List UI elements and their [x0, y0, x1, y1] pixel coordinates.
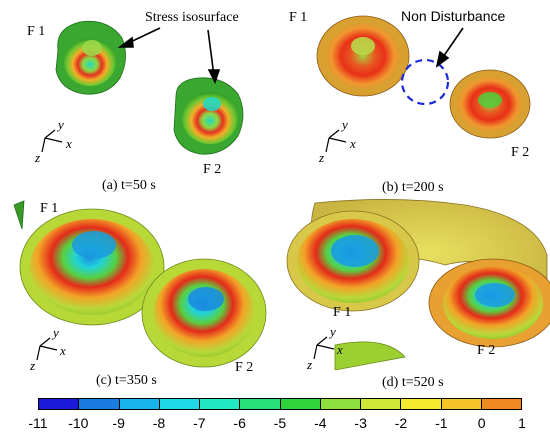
stress-isosurface-label: Stress isosurface	[145, 10, 239, 25]
panel-b-image	[316, 15, 531, 153]
f1-vortex-c	[19, 208, 165, 326]
non-disturbance-label: Non Disturbance	[401, 8, 506, 24]
f2-vortex-a	[173, 77, 244, 155]
f2-vortex-c	[141, 258, 267, 368]
arrow-annotation-a	[117, 27, 221, 85]
colorbar-segment	[361, 399, 402, 409]
f2-vortex-d	[428, 258, 550, 348]
axis-z-label-a: z	[35, 150, 41, 165]
panel-d-image	[286, 199, 550, 370]
colorbar-segment	[159, 399, 200, 409]
caption-b: (b) t=200 s	[382, 180, 444, 195]
colorbar-tick-label: -1	[435, 415, 448, 431]
f1-vortex-b	[316, 15, 410, 97]
caption-d: (d) t=520 s	[382, 375, 444, 390]
colorbar-segment	[280, 399, 321, 409]
axis-y-label-c: y	[53, 325, 59, 340]
colorbar-segment	[119, 399, 160, 409]
f2-label-a: F 2	[203, 162, 222, 177]
axis-y-label-d: y	[330, 324, 336, 339]
colorbar-segment	[320, 399, 361, 409]
colorbar-tick-label: -10	[68, 415, 89, 431]
f2-label-b: F 2	[511, 145, 530, 160]
axis-triad-d	[313, 336, 335, 360]
f2-label-c: F 2	[235, 360, 254, 375]
axis-triad-b	[325, 129, 347, 153]
colorbar-tick-label: -5	[273, 415, 287, 431]
caption-c: (c) t=350 s	[96, 373, 157, 388]
axis-y-label-b: y	[342, 117, 348, 132]
f2-vortex-b	[449, 69, 531, 139]
caption-a: (a) t=50 s	[102, 178, 156, 193]
colorbar-tick-label: -2	[394, 415, 408, 431]
f1-label-c: F 1	[40, 201, 59, 216]
axis-y-label-a: y	[58, 117, 64, 132]
f1-label-d: F 1	[333, 305, 352, 320]
colorbar-ticks: -11 -10 -9 -8 -7 -6 -5 -4 -3 -2 -1 0 1	[0, 415, 550, 435]
axis-triad-a	[41, 129, 63, 153]
f1-label-b: F 1	[289, 10, 308, 25]
axis-z-label-c: z	[30, 358, 36, 373]
colorbar-segment	[200, 399, 241, 409]
colorbar-tick-label: -4	[314, 415, 327, 431]
colorbar-segment	[79, 399, 120, 409]
panel-c-image	[13, 200, 267, 368]
axis-x-label-a: x	[66, 136, 72, 151]
panel-a-image	[41, 20, 244, 155]
f1-vortex-d	[286, 210, 420, 312]
axis-triad-c	[36, 337, 58, 361]
f1-label-a: F 1	[27, 24, 46, 39]
arrow-annotation-b	[435, 27, 464, 68]
colorbar-segment	[481, 399, 521, 409]
colorbar	[38, 398, 522, 410]
colorbar-segment	[39, 399, 80, 409]
colorbar-segment	[240, 399, 281, 409]
axis-z-label-b: z	[319, 150, 325, 165]
colorbar-tick-label: -3	[354, 415, 367, 431]
colorbar-tick-label: -7	[193, 415, 206, 431]
f2-label-d: F 2	[477, 343, 496, 358]
axis-x-label-b: x	[350, 136, 356, 151]
axis-x-label-c: x	[60, 343, 66, 358]
colorbar-segment	[441, 399, 482, 409]
colorbar-tick-label: -8	[152, 415, 166, 431]
colorbar-segment	[401, 399, 442, 409]
colorbar-tick-label: -11	[28, 415, 48, 431]
axis-z-label-d: z	[307, 357, 313, 372]
axis-x-label-d: x	[337, 342, 343, 357]
colorbar-tick-label: -6	[233, 415, 246, 431]
non-disturbance-circle	[400, 58, 450, 106]
colorbar-tick-label: 0	[477, 415, 486, 431]
colorbar-tick-label: 1	[518, 415, 526, 431]
f1-vortex-a	[55, 20, 126, 95]
colorbar-tick-label: -9	[112, 415, 125, 431]
